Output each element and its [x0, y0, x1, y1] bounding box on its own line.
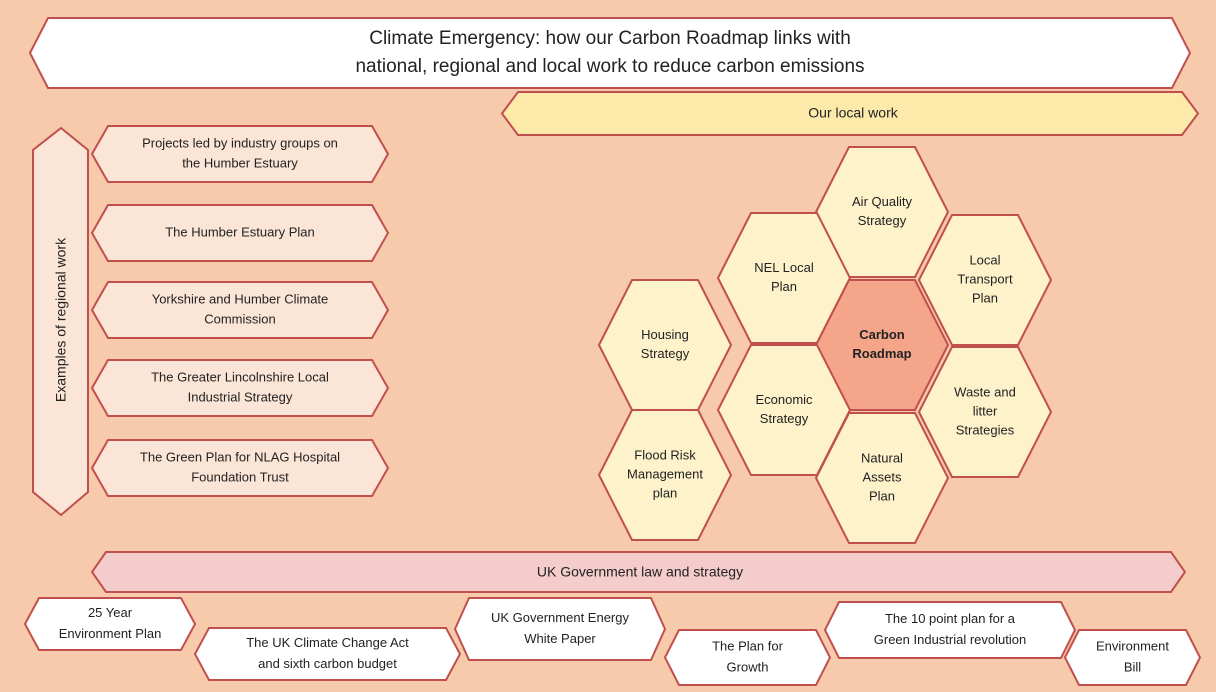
hexagon-text: Air Quality — [852, 194, 912, 209]
hexagon — [597, 409, 733, 541]
uk-item — [453, 597, 667, 661]
uk-item — [823, 601, 1077, 659]
hexagon-text: Assets — [862, 469, 902, 484]
regional-item — [90, 439, 390, 497]
hexagon-text: Natural — [861, 450, 903, 465]
regional-banner — [32, 126, 89, 517]
regional-item-text: Commission — [204, 311, 276, 326]
regional-item — [90, 359, 390, 417]
uk-item-text: Growth — [727, 659, 769, 674]
hexagon-text: Management — [627, 466, 703, 481]
hexagon — [917, 214, 1053, 346]
uk-item-text: The UK Climate Change Act — [246, 635, 409, 650]
hexagon-text: plan — [653, 485, 678, 500]
hexagon — [716, 212, 852, 344]
uk-label: UK Government law and strategy — [537, 564, 743, 580]
uk-item-text: 25 Year — [88, 605, 133, 620]
uk-item — [663, 629, 832, 686]
regional-item-text: Yorkshire and Humber Climate — [152, 291, 329, 306]
title-text: Climate Emergency: how our Carbon Roadma… — [369, 28, 851, 49]
hexagon-text: Plan — [869, 488, 895, 503]
hexagon-text: Plan — [771, 279, 797, 294]
regional-item-text: the Humber Estuary — [182, 155, 298, 170]
hexagon — [917, 346, 1053, 478]
regional-item-text: Industrial Strategy — [188, 389, 293, 404]
regional-item-text: The Humber Estuary Plan — [165, 224, 315, 239]
uk-banner — [90, 551, 1187, 593]
hexagon-text: Carbon — [859, 327, 905, 342]
regional-label: Examples of regional work — [53, 237, 69, 402]
hexagon — [814, 412, 950, 544]
hexagon-text: Housing — [641, 327, 689, 342]
uk-item-text: Bill — [1124, 659, 1141, 674]
uk-item-text: Green Industrial revolution — [874, 632, 1026, 647]
regional-item-text: Foundation Trust — [191, 469, 289, 484]
regional-item — [90, 281, 390, 339]
hexagon-text: Flood Risk — [634, 447, 696, 462]
uk-item-text: White Paper — [524, 631, 596, 646]
title-text: national, regional and local work to red… — [355, 56, 864, 77]
local-work-label: Our local work — [808, 105, 898, 121]
hexagon-text: Economic — [755, 392, 813, 407]
hexagon-text: Strategies — [956, 422, 1015, 437]
hexagon-text: Local — [969, 252, 1000, 267]
local-work-banner — [500, 91, 1200, 136]
hexagon-text: Waste and — [954, 384, 1016, 399]
uk-item-text: Environment Plan — [59, 626, 162, 641]
regional-item — [90, 125, 390, 183]
hexagon-text: Strategy — [760, 411, 809, 426]
uk-item — [23, 597, 197, 651]
hexagon-text: Strategy — [858, 213, 907, 228]
regional-item — [90, 204, 390, 262]
regional-item-text: The Green Plan for NLAG Hospital — [140, 449, 340, 464]
hexagon — [716, 344, 852, 476]
uk-item-text: UK Government Energy — [491, 610, 630, 625]
regional-item-text: The Greater Lincolnshire Local — [151, 369, 329, 384]
uk-item — [1063, 629, 1202, 686]
hexagon-text: Plan — [972, 290, 998, 305]
uk-item-text: and sixth carbon budget — [258, 656, 397, 671]
uk-item-text: Environment — [1096, 638, 1169, 653]
hexagon-text: Strategy — [641, 346, 690, 361]
uk-item-text: The Plan for — [712, 638, 783, 653]
hexagon-text: NEL Local — [754, 260, 814, 275]
hexagon-text: Roadmap — [852, 346, 911, 361]
uk-item — [193, 627, 462, 681]
uk-item-text: The 10 point plan for a — [885, 611, 1016, 626]
title-banner — [28, 17, 1192, 89]
hexagon-text: litter — [973, 403, 998, 418]
hexagon-text: Transport — [957, 271, 1013, 286]
regional-item-text: Projects led by industry groups on — [142, 135, 338, 150]
